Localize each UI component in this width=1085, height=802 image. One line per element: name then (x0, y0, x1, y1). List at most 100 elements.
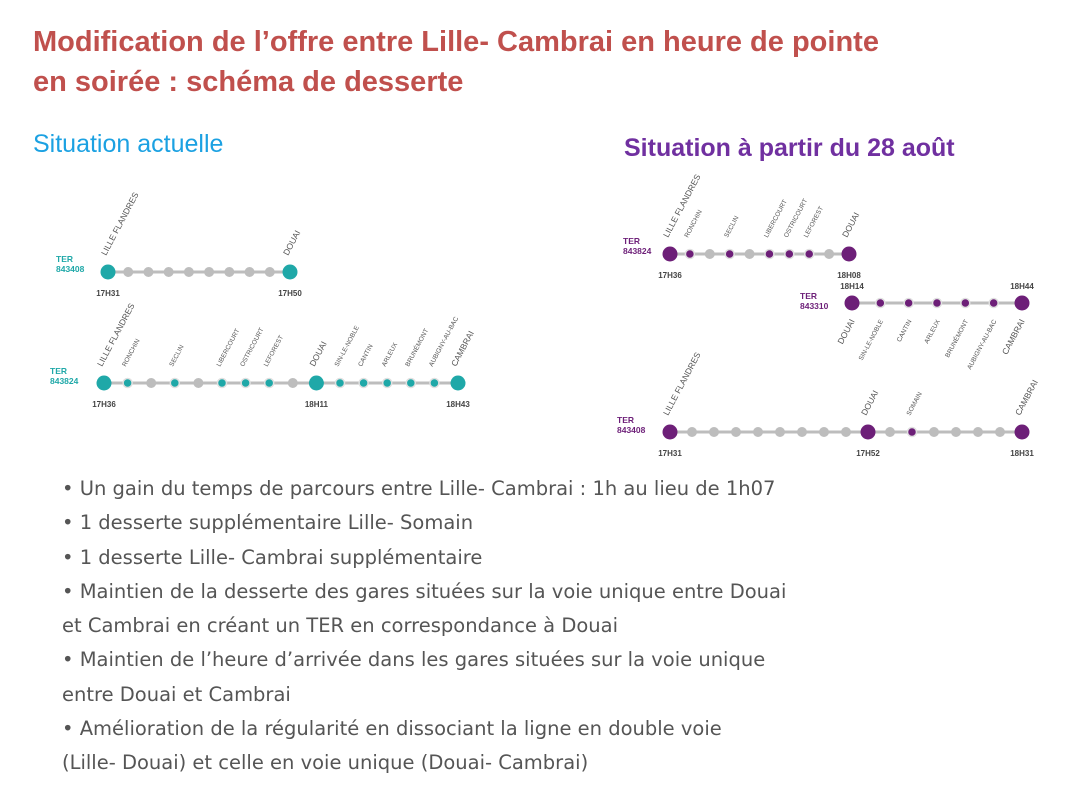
station-name-cantin: CANTIN (357, 343, 375, 368)
terminus-station-dot (860, 424, 876, 440)
station-name-douai: DOUAI (859, 388, 880, 416)
train-label: TER (617, 415, 634, 425)
train-number: 843408 (56, 264, 85, 274)
terminus-station-dot (450, 375, 466, 391)
skipped-station-dot (709, 427, 719, 437)
served-station-dot (988, 297, 999, 309)
station-name-ronchin: RONCHIN (683, 209, 704, 239)
bullet-item: • Maintien de l’heure d’arrivée dans les… (62, 648, 766, 672)
served-station-dot (334, 377, 346, 389)
station-name-brunemont: BRUNÉMONT (403, 327, 431, 368)
train-label: TER (800, 291, 817, 301)
page-title-line-2: en soirée : schéma de desserte (33, 66, 464, 98)
station-name-leforest: LEFOREST (263, 334, 285, 368)
future-situation-heading: Situation à partir du 28 août (624, 134, 955, 162)
served-station-dot (122, 377, 133, 389)
station-name-douai: DOUAI (840, 210, 861, 238)
station-name-lille-flandres: LILLE FLANDRES (661, 172, 703, 239)
departure-time: 17H31 (658, 449, 682, 458)
departure-time: 18H44 (1010, 282, 1034, 291)
skipped-station-dot (819, 427, 829, 437)
skipped-station-dot (775, 427, 785, 437)
bullet-item: • 1 desserte supplémentaire Lille- Somai… (62, 511, 474, 535)
served-station-dot (240, 377, 251, 389)
skipped-station-dot (264, 267, 275, 277)
station-name-aubigny-au-bac: AUBIGNY-AU-BAC (966, 318, 998, 370)
bullet-item: • Amélioration de la régularité en disso… (62, 717, 722, 741)
train-number: 843824 (50, 376, 79, 386)
skipped-station-dot (183, 267, 194, 277)
skipped-station-dot (731, 427, 741, 437)
served-station-dot (263, 377, 275, 389)
terminus-station-dot (662, 424, 678, 440)
served-station-dot (960, 297, 971, 309)
skipped-station-dot (687, 427, 697, 437)
skipped-station-dot (797, 427, 807, 437)
served-station-dot (405, 377, 417, 389)
bullet-item: et Cambrai en créant un TER en correspon… (62, 614, 618, 638)
served-station-dot (875, 297, 886, 309)
page-title: Modification de l’offre entre Lille- Cam… (33, 22, 1053, 102)
skipped-station-dot (204, 267, 215, 277)
skipped-station-dot (287, 378, 298, 388)
skipped-station-dot (929, 427, 939, 437)
station-name-arleux: ARLEUX (923, 318, 942, 345)
skipped-station-dot (123, 267, 134, 277)
station-name-seclin: SECLIN (723, 215, 740, 239)
skipped-station-dot (744, 249, 755, 259)
skipped-station-dot (885, 427, 895, 437)
bullet-item: • Maintien de la desserte des gares situ… (62, 579, 787, 603)
served-station-dot (684, 248, 696, 260)
station-name-leforest: LEFOREST (803, 205, 825, 239)
skipped-station-dot (951, 427, 961, 437)
train-number: 843408 (617, 425, 646, 435)
skipped-station-dot (224, 267, 235, 277)
served-station-dot (784, 248, 795, 260)
station-name-douai: DOUAI (307, 339, 328, 367)
skipped-station-dot (193, 378, 204, 388)
terminus-station-dot (282, 264, 298, 280)
served-station-dot (931, 297, 943, 309)
bullet-item: entre Douai et Cambrai (62, 682, 291, 706)
station-name-ostricourt: OSTRICOURT (239, 327, 265, 368)
departure-time: 18H11 (305, 400, 329, 409)
train-label: TER (56, 254, 73, 264)
served-station-dot (358, 377, 369, 389)
served-station-dot (724, 248, 735, 260)
page-title-line-1: Modification de l’offre entre Lille- Cam… (33, 26, 879, 58)
terminus-station-dot (96, 375, 112, 391)
station-name-arleux: ARLEUX (381, 341, 400, 368)
bullet-item: • Un gain du temps de parcours entre Lil… (62, 477, 776, 500)
served-station-dot (169, 377, 181, 389)
served-station-dot (906, 426, 918, 438)
departure-time: 17H36 (658, 271, 682, 280)
terminus-station-dot (1014, 295, 1030, 311)
skipped-station-dot (244, 267, 255, 277)
served-station-dot (903, 297, 914, 309)
skipped-station-dot (163, 267, 174, 277)
departure-time: 18H08 (837, 271, 861, 280)
served-station-dot (764, 248, 775, 260)
served-station-dot (216, 377, 228, 389)
served-station-dot (803, 248, 815, 260)
bullet-list: • Un gain du temps de parcours entre Lil… (62, 472, 1022, 781)
terminus-station-dot (841, 246, 857, 262)
current-situation-heading: Situation actuelle (33, 130, 224, 158)
departure-time: 18H14 (840, 282, 864, 291)
bullet-item: (Lille- Douai) et celle en voie unique (… (62, 751, 589, 775)
skipped-station-dot (973, 427, 983, 437)
departure-time: 17H36 (92, 400, 116, 409)
terminus-station-dot (662, 246, 678, 262)
skipped-station-dot (704, 249, 715, 259)
station-name-douai: DOUAI (281, 228, 302, 256)
station-name-lille-flandres: LILLE FLANDRES (661, 350, 703, 417)
station-name-cambrai: CAMBRAI (449, 329, 476, 368)
skipped-station-dot (995, 427, 1005, 437)
departure-time: 18H31 (1010, 449, 1034, 458)
terminus-station-dot (1014, 424, 1030, 440)
station-name-sin-le-noble: SIN-LE-NOBLE (858, 318, 886, 362)
terminus-station-dot (308, 375, 324, 391)
station-name-somain: SOMAIN (906, 391, 924, 417)
train-number: 843310 (800, 301, 829, 311)
